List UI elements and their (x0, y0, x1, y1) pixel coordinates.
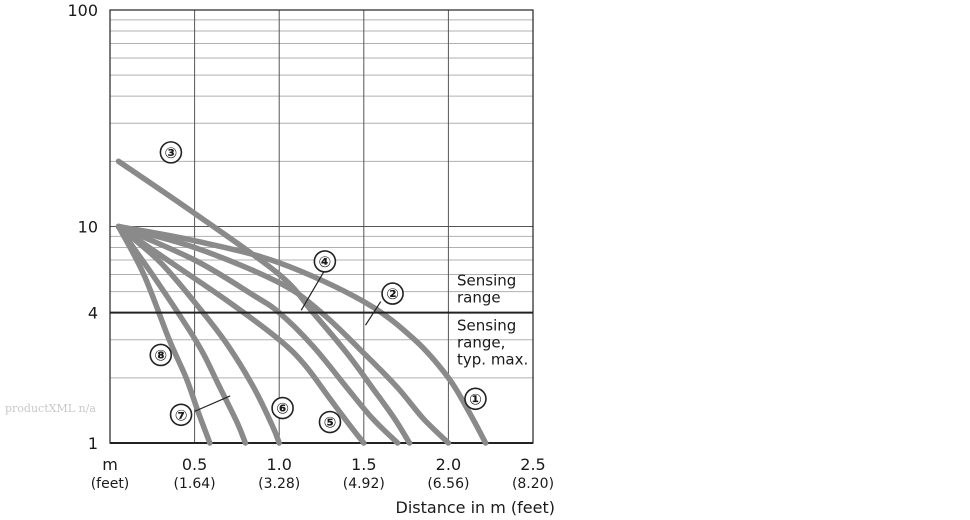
y-tick-label: 10 (78, 218, 98, 237)
x-tick-sublabel: (4.92) (343, 476, 385, 492)
x-tick-sublabel: (6.56) (427, 476, 469, 492)
series-badge-label: ④ (319, 253, 332, 271)
threshold-layer: Sensing range Sensing range, typ. max. (110, 272, 533, 369)
series-badge-circle (271, 396, 294, 420)
series-curve-8 (115, 223, 213, 446)
watermark-text: productXML n/a (5, 402, 96, 415)
series-badge-label: ① (469, 390, 482, 408)
series-badge-circle (169, 403, 193, 427)
x-tick-sublabel: (3.28) (258, 476, 300, 492)
series-badge-label: ⑦ (175, 406, 188, 424)
x-unit-sub: (feet) (91, 476, 130, 492)
x-tick-label: 0.5 (182, 455, 207, 474)
threshold-label-above: Sensing range (457, 272, 516, 307)
y-tick-label: 4 (88, 304, 98, 323)
label-layer: m (feet) Distance in m (feet) productXML… (5, 402, 555, 517)
threshold-above-line: range (457, 289, 501, 307)
series-badge-label: ② (386, 285, 399, 303)
threshold-below-line: typ. max. (457, 351, 528, 369)
x-tick-label: 1.0 (266, 455, 291, 474)
series-badge-circle (159, 141, 183, 164)
series-curve-3 (115, 158, 413, 446)
leader-line (194, 395, 231, 412)
x-tick-label: 2.5 (520, 455, 545, 474)
x-tick-sublabel: (1.64) (174, 476, 216, 492)
series-badge-label: ③ (165, 144, 178, 162)
series-badge-circle (318, 410, 342, 434)
threshold-label-below: Sensing range, typ. max. (457, 317, 528, 369)
x-tick-sublabel: (8.20) (512, 476, 554, 492)
series-curve-7 (115, 223, 249, 446)
y-tick-label: 1 (88, 434, 98, 453)
curve-layer (115, 158, 489, 446)
series-curve-6 (115, 223, 282, 446)
series-badge-circle (313, 250, 337, 273)
x-axis-title: Distance in m (feet) (396, 498, 555, 517)
series-badge-label: ⑤ (324, 414, 337, 432)
series-curve-4 (115, 223, 401, 446)
series-badge-circle (149, 343, 173, 367)
leader-line (364, 301, 382, 326)
x-tick-label: 1.5 (351, 455, 376, 474)
series-curve-2 (115, 223, 452, 446)
y-tick-label: 100 (67, 1, 98, 20)
series-badge-circle (464, 387, 487, 411)
x-unit-label: m (102, 455, 118, 474)
leader-line (300, 269, 326, 311)
threshold-above-line: Sensing (457, 272, 516, 290)
x-tick-label: 2.0 (436, 455, 461, 474)
series-badge-circle (381, 282, 404, 305)
series-badge-label: ⑥ (276, 400, 289, 418)
badge-layer: ① ② ③ ④ ⑤ ⑥ ⑦ ⑧ (149, 141, 487, 434)
series-curve-5 (115, 223, 367, 446)
threshold-below-line: Sensing (457, 317, 516, 335)
series-badge-label: ⑧ (154, 346, 167, 364)
grid-layer: 1 4 10 100 0.5 (1.64) 1.0 (3.28) 1.5 (4.92) 2.0 (6.… (67, 1, 554, 492)
threshold-below-line: range, (457, 334, 505, 352)
